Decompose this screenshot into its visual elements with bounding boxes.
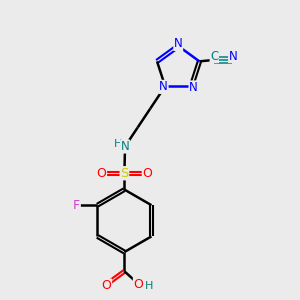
- Text: C: C: [210, 50, 218, 62]
- Text: N: N: [174, 38, 183, 50]
- Text: N: N: [121, 140, 129, 153]
- Text: H: H: [113, 140, 122, 149]
- Text: S: S: [120, 167, 129, 180]
- Text: N: N: [229, 50, 237, 62]
- Text: N: N: [189, 81, 198, 94]
- Text: O: O: [102, 279, 112, 292]
- Text: F: F: [73, 199, 80, 212]
- Text: O: O: [134, 278, 143, 291]
- Text: H: H: [145, 281, 153, 291]
- Text: O: O: [142, 167, 152, 180]
- Text: N: N: [159, 80, 168, 93]
- Text: O: O: [97, 167, 106, 180]
